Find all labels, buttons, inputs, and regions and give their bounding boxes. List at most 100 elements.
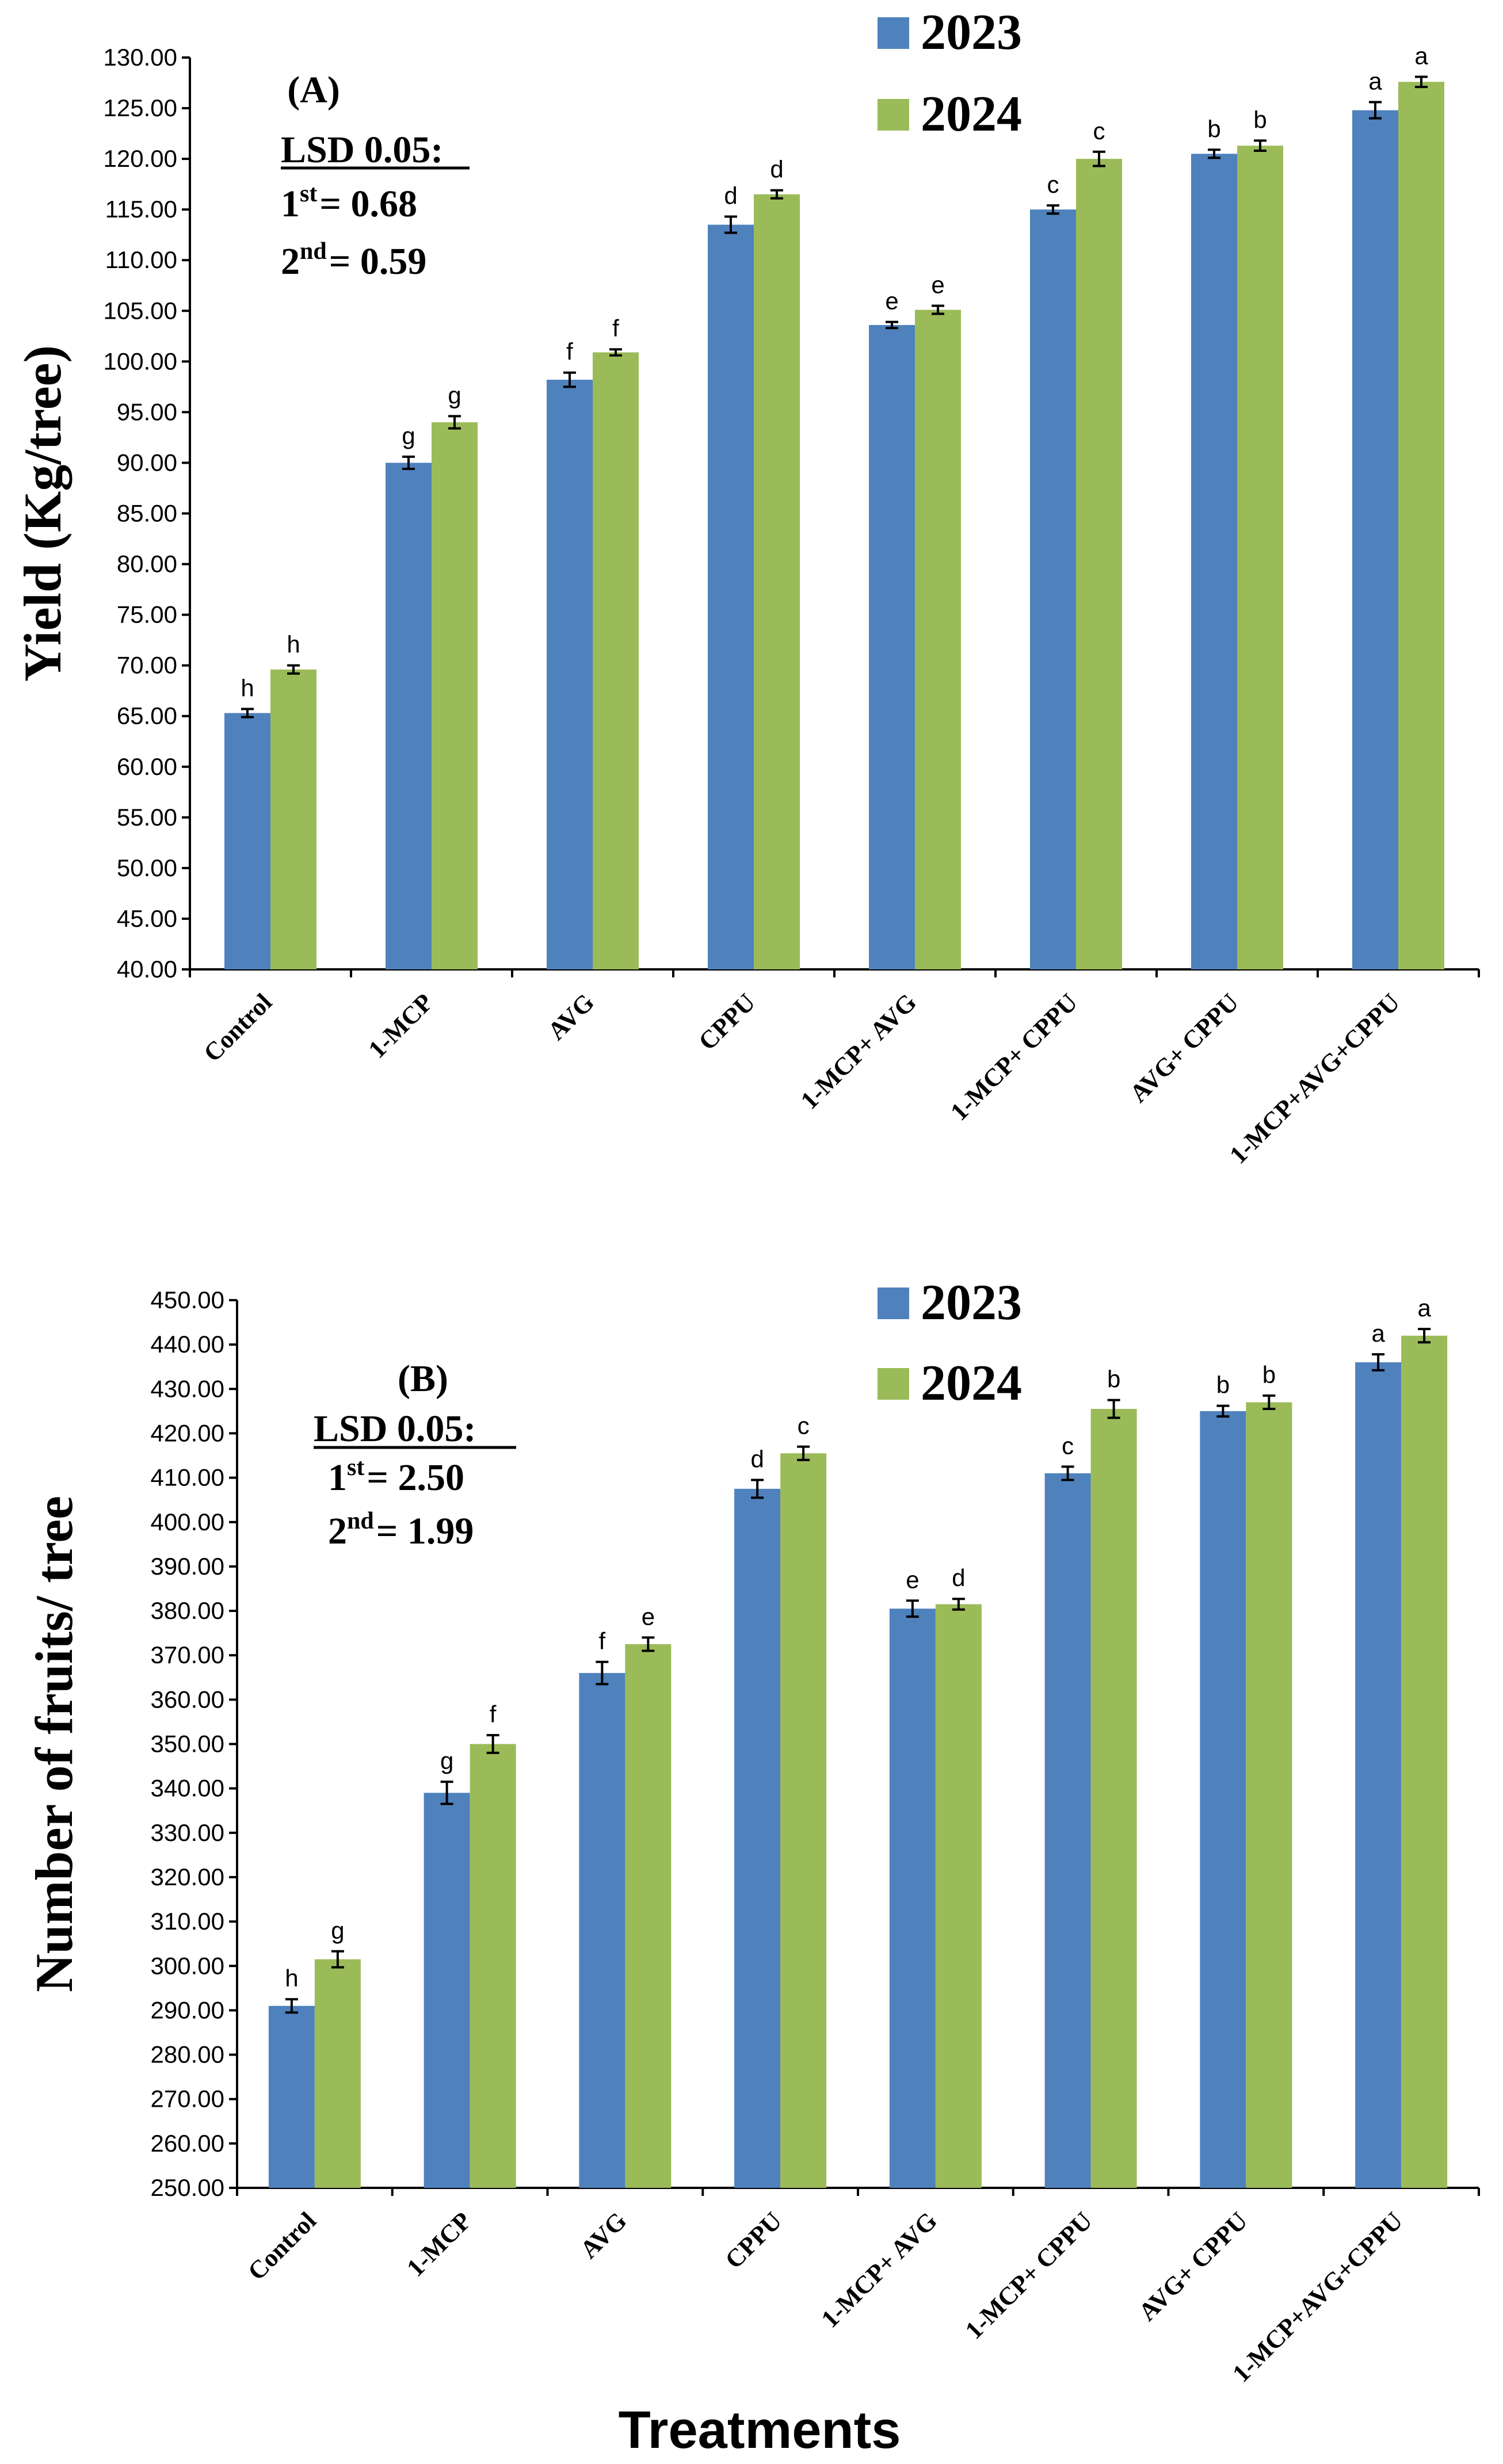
significance-letter: b	[1262, 1361, 1276, 1388]
significance-letter: h	[285, 1965, 298, 1992]
x-category-label: Control	[242, 2206, 322, 2286]
y-tick-label: 250.00	[151, 2174, 224, 2201]
significance-letter: e	[906, 1566, 919, 1593]
lsd-second: 2nd= 0.59	[281, 238, 426, 282]
bar-2023	[1030, 209, 1076, 970]
y-tick-label: 70.00	[117, 652, 177, 679]
x-category-label: CPPU	[693, 988, 761, 1056]
y-tick-label: 120.00	[104, 145, 177, 172]
lsd-title: LSD 0.05:	[281, 129, 443, 171]
bar-2024	[470, 1744, 516, 2188]
y-tick-label: 95.00	[117, 398, 177, 425]
bar-2023	[386, 463, 432, 969]
y-tick-label: 330.00	[151, 1819, 224, 1846]
y-tick-label: 420.00	[151, 1419, 224, 1446]
x-category-label: 1-MCP+ CPPU	[960, 2206, 1098, 2344]
lsd-second-suffix: nd	[300, 238, 327, 265]
bar-2024	[1398, 82, 1444, 970]
bar-2023	[889, 1609, 936, 2188]
bar-2023	[1352, 110, 1398, 970]
y-axis-title: Number of fruits/ tree	[25, 1496, 83, 1992]
x-category-label: 1-MCP+AVG+CPPU	[1227, 2206, 1408, 2387]
legend: 2023 2024	[878, 1275, 1022, 1411]
legend: 2023 2024	[878, 5, 1022, 142]
bar-2024	[432, 422, 478, 969]
y-tick-label: 310.00	[151, 1908, 224, 1935]
legend-label-2024: 2024	[921, 1355, 1022, 1411]
y-tick-label: 85.00	[117, 500, 177, 527]
y-tick-label: 130.00	[104, 44, 177, 71]
panel-label: (B)	[398, 1358, 448, 1400]
bar-2023	[1044, 1473, 1091, 2188]
significance-letter: b	[1253, 106, 1267, 133]
lsd-second-number: 2	[281, 240, 300, 282]
bar-2024	[915, 310, 961, 970]
significance-letter: a	[1414, 42, 1428, 69]
bar-2024	[1090, 1409, 1137, 2188]
x-category-label: CPPU	[720, 2206, 788, 2274]
x-category-label: 1-MCP+AVG+CPPU	[1224, 988, 1405, 1169]
bar-2024	[1401, 1335, 1448, 2188]
bar-2023	[224, 713, 270, 969]
x-category-label: 1-MCP	[401, 2206, 476, 2282]
y-tick-label: 360.00	[151, 1686, 224, 1713]
lsd-second: 2nd= 1.99	[328, 1508, 474, 1552]
y-tick-label: 105.00	[104, 297, 177, 324]
y-tick-label: 115.00	[105, 196, 177, 223]
significance-letter: g	[331, 1917, 344, 1944]
significance-letter: d	[724, 182, 737, 209]
chart-panel-a: 40.00 45.00 50.00 55.00 60.00 65.00 70.00 75.00…	[13, 5, 1480, 1169]
panel-label: (A)	[287, 69, 340, 111]
significance-letter: g	[402, 422, 415, 449]
significance-letter: d	[750, 1445, 764, 1472]
significance-letter: e	[931, 271, 944, 298]
lsd-first-number: 1	[328, 1457, 347, 1499]
bar-2023	[1191, 154, 1237, 969]
significance-letter: d	[770, 156, 783, 183]
significance-letter: a	[1371, 1320, 1385, 1347]
y-tick-label: 380.00	[151, 1597, 224, 1624]
bar-2024	[754, 194, 800, 969]
significance-letter: c	[1047, 171, 1059, 198]
legend-swatch-2023	[878, 1288, 909, 1319]
x-category-label: 1-MCP+ AVG	[795, 988, 922, 1114]
legend-swatch-2024	[878, 1368, 909, 1400]
y-tick-label: 300.00	[151, 1952, 224, 1979]
significance-letter: b	[1107, 1366, 1120, 1393]
significance-letter: a	[1368, 67, 1382, 94]
y-tick-label: 450.00	[151, 1286, 224, 1313]
lsd-first-number: 1	[281, 183, 300, 225]
significance-letter: c	[798, 1412, 810, 1439]
x-category-label: 1-MCP	[363, 988, 438, 1063]
lsd-first-suffix: st	[347, 1454, 364, 1481]
x-category-label: 1-MCP+ CPPU	[945, 988, 1083, 1126]
bar-2023	[1200, 1411, 1246, 2188]
x-category-label: Control	[198, 988, 277, 1067]
lsd-first-suffix: st	[300, 181, 317, 207]
bar-2024	[780, 1453, 827, 2188]
lsd-first: 1st= 2.50	[328, 1454, 464, 1499]
y-tick-label: 270.00	[151, 2085, 224, 2112]
x-category-label: 1-MCP+ AVG	[816, 2206, 943, 2333]
bar-2023	[579, 1673, 625, 2188]
legend-swatch-2024	[878, 99, 909, 131]
y-tick-label: 100.00	[104, 347, 177, 375]
significance-letter: e	[642, 1603, 655, 1630]
lsd-second-suffix: nd	[347, 1508, 374, 1534]
y-tick-label: 410.00	[151, 1464, 224, 1491]
legend-label-2024: 2024	[921, 86, 1022, 142]
lsd-first: 1st= 0.68	[281, 181, 417, 225]
lsd-first-value: = 0.68	[319, 183, 417, 225]
lsd-first-value: = 2.50	[367, 1457, 464, 1499]
significance-letter: b	[1216, 1372, 1230, 1399]
y-tick-label: 260.00	[151, 2130, 224, 2157]
significance-letter: f	[599, 1628, 606, 1655]
bar-2023	[869, 324, 915, 969]
bar-2024	[1237, 146, 1283, 969]
legend-label-2023: 2023	[921, 5, 1022, 60]
legend-swatch-2023	[878, 17, 909, 49]
bar-2023	[547, 380, 593, 969]
significance-letter: a	[1417, 1294, 1431, 1321]
bar-2024	[935, 1604, 982, 2188]
bar-2023	[424, 1793, 470, 2188]
